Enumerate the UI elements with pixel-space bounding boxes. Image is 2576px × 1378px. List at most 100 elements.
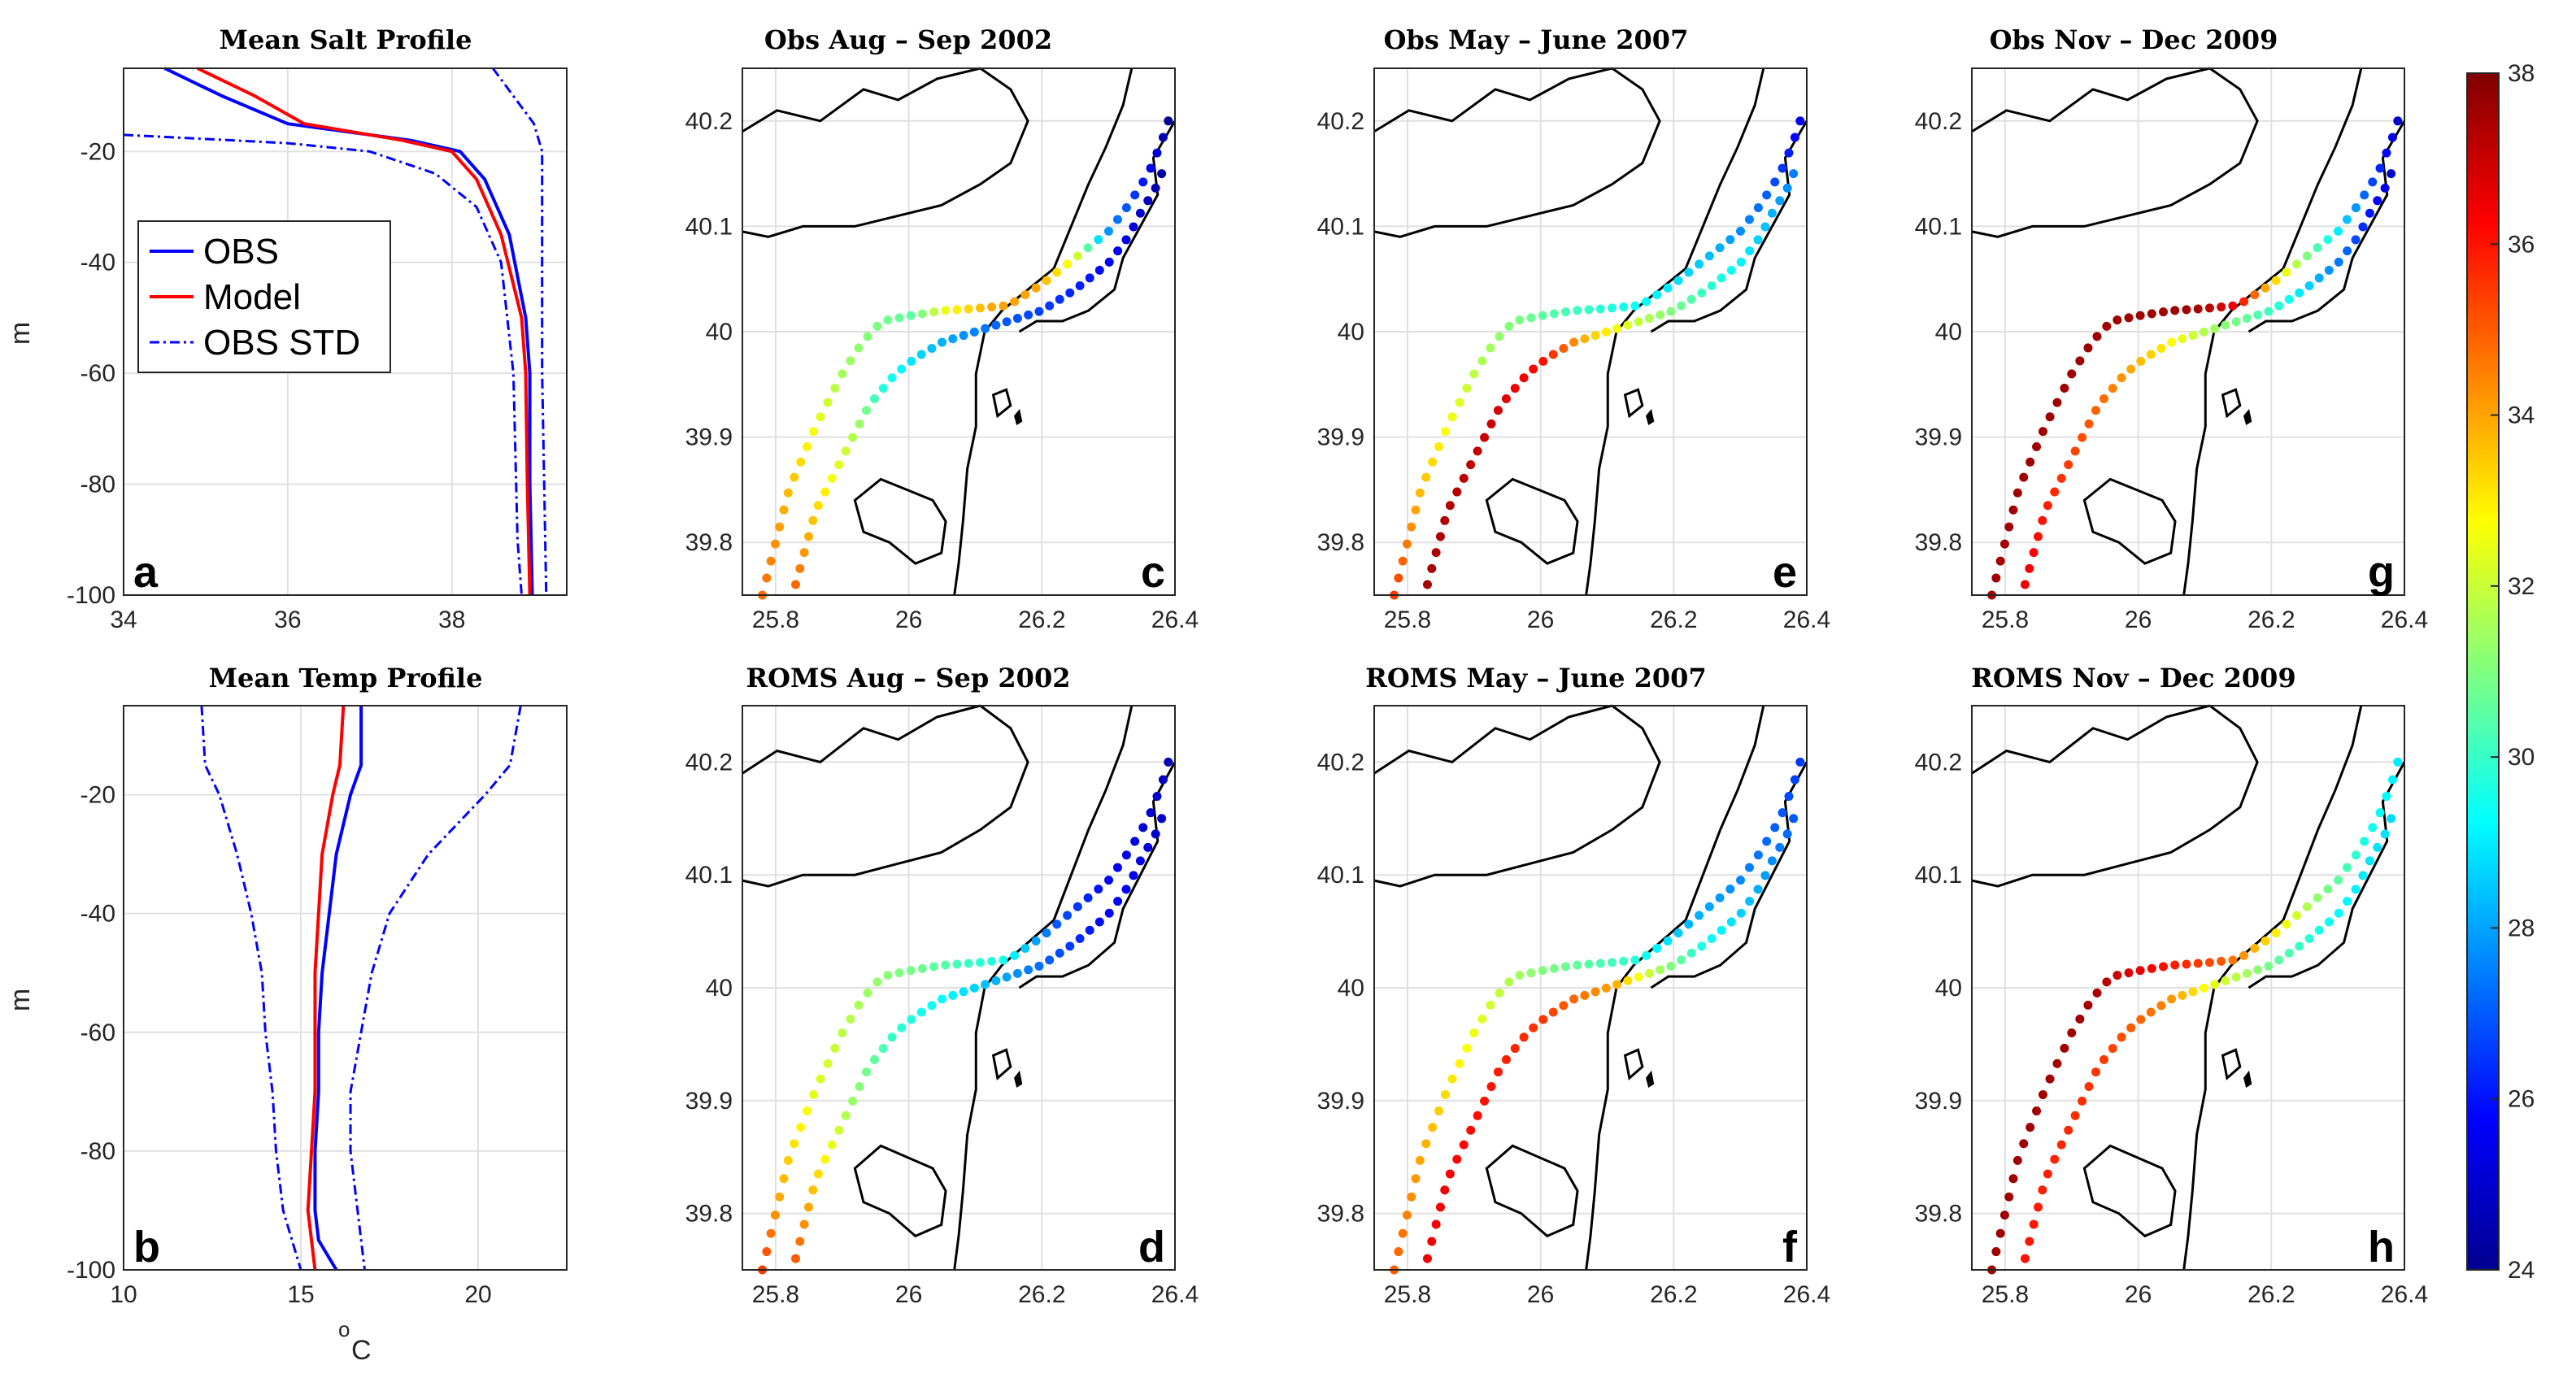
map-d-point [941,960,951,970]
map-e-point [1504,321,1514,331]
salt-profile-panel: 34 36 38 -20 -40 -60 -80 -100 a [67,67,568,633]
map-h-point [2108,1044,2117,1054]
map-e-point [1459,473,1469,483]
map-h-point [2343,897,2352,906]
map-f-island [1485,1144,1579,1238]
map-h-point [2264,961,2274,971]
map-f-point [1510,1044,1520,1054]
map-d-point [1073,902,1082,911]
map-e-xtick-label: 26 [1527,606,1554,633]
map-h-point [2033,1202,2043,1212]
map-h-point [2038,1089,2047,1099]
map-f-coast-east [1585,705,1765,1271]
map-g-title: Obs Nov – Dec 2009 [1990,24,2278,55]
legend: OBS Model OBS STD [137,220,391,373]
map-c-xtick-label: 25.8 [752,606,799,633]
map-g-point [2038,427,2047,437]
map-h-point [2334,876,2343,885]
map-f-point [1717,925,1726,935]
map-f-point [1630,955,1640,965]
map-f-coast-nw-south [1373,704,1661,888]
map-e-point [1684,267,1694,277]
map-e-point [1642,297,1651,306]
map-e-ytick-label: 40.2 [1317,108,1364,135]
map-e-point [1782,183,1792,193]
map-c-point [1158,133,1168,142]
map-g-point [1991,573,2001,583]
map-f-point [1548,1007,1558,1017]
map-e-point [1707,281,1717,291]
map-d-point [894,968,904,978]
map-h-coast-nw-south [1971,704,2259,888]
map-h-point [2159,962,2169,972]
map-g-point [2033,532,2043,541]
map-g-ytick-label: 40.2 [1915,108,1962,135]
map-f-point [1601,983,1611,993]
map-h-point [2025,1237,2034,1246]
map-d-point [887,1032,897,1042]
map-c-ytick-label: 40 [706,319,733,346]
map-c-point [779,505,789,515]
map-h-point [2056,1140,2066,1150]
map-g-point [2008,505,2018,515]
map-g-point [2324,265,2334,275]
map-e-point [1736,226,1746,236]
map-g-point [2182,305,2191,315]
map-d-point [959,987,968,997]
map-c-point [790,472,799,482]
map-h-point [2019,1139,2029,1149]
map-d-point [803,1202,813,1212]
map-e-point [1427,563,1437,573]
map-f-point [1684,919,1694,929]
map-d-point [906,966,916,976]
map-c-ytick-label: 39.8 [685,529,733,556]
map-e-point [1736,257,1746,267]
map-f-point [1663,936,1673,945]
map-g-point [2067,369,2077,379]
map-d-point [803,1106,812,1116]
map-g-point [2358,222,2368,232]
map-c-point [1157,169,1167,179]
map-c-point [981,324,990,333]
legend-label-obs: OBS [203,232,279,272]
salt-ytick-label: -60 [80,360,115,387]
map-e-point [1415,488,1425,498]
map-h-point [2050,1154,2060,1164]
map-e-point [1663,283,1673,293]
map-e-point [1466,460,1476,470]
map-d-point [1094,917,1104,927]
map-f-point [1435,1202,1445,1212]
colorbar-tick-label: 24 [2508,1257,2535,1284]
temp-axes-box [123,705,568,1271]
map-d-point [1104,908,1114,918]
map-g-point [2156,343,2166,353]
map-g-point [2124,313,2134,323]
map-c-point [906,311,916,320]
map-g-point [2004,522,2014,532]
map-e-point [1440,515,1450,525]
map-d-point [952,959,962,969]
map-panel-h: 25.8 26 26.2 26.4 39.8 39.9 40 40.1 40.2 h [1915,704,2428,1308]
map-d-point [1130,837,1140,846]
map-c-point [841,446,851,456]
map-c-point [894,313,904,323]
map-e-point [1477,356,1487,366]
map-e-point [1493,406,1503,415]
map-c-point [813,501,823,511]
map-h-xtick-label: 26.2 [2247,1281,2295,1308]
map-d-point [1112,863,1122,872]
temp-ytick-label: -20 [80,782,115,809]
legend-label-std: OBS STD [203,323,360,363]
colorbar-ramp [2466,72,2500,1271]
map-c-point [1002,317,1012,327]
map-e-point [1569,337,1579,347]
map-h-point [2091,1067,2100,1077]
map-g-point [2373,196,2382,206]
map-f-point [1707,934,1717,943]
map-d-point [838,1028,847,1038]
map-h-point [2032,1106,2042,1116]
map-d-xtick-label: 25.8 [752,1281,799,1308]
map-e-point [1422,580,1432,589]
map-g-point [2020,580,2030,589]
map-d-point [816,1074,825,1084]
